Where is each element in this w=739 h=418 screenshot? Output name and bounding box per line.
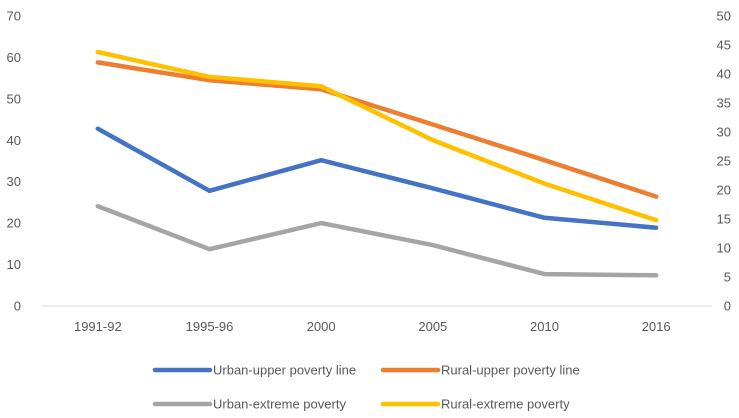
legend-label: Rural-extreme poverty — [441, 397, 570, 412]
left-y-tick-label: 60 — [7, 50, 21, 65]
x-tick-label: 2005 — [418, 319, 447, 334]
right-y-tick-label: 5 — [724, 270, 731, 285]
left-y-axis: 0 10 20 30 40 50 60 70 — [7, 9, 21, 314]
series-lines — [95, 49, 659, 278]
right-y-tick-label: 40 — [717, 67, 731, 82]
right-y-tick-label: 10 — [717, 241, 731, 256]
left-y-tick-label: 40 — [7, 133, 21, 148]
right-y-tick-label: 50 — [717, 9, 731, 24]
series-line-3 — [95, 203, 659, 278]
x-axis: 1991-92 1995-96 2000 2005 2010 2016 — [74, 319, 671, 334]
legend: Urban-upper poverty line Rural-upper pove… — [152, 363, 580, 412]
series-line-1 — [95, 126, 659, 230]
series-line-4 — [95, 49, 659, 223]
x-tick-label: 1991-92 — [74, 319, 122, 334]
left-y-tick-label: 10 — [7, 257, 21, 272]
left-y-tick-label: 50 — [7, 91, 21, 106]
x-tick-label: 1995-96 — [186, 319, 234, 334]
right-y-tick-label: 45 — [717, 38, 731, 53]
right-y-tick-label: 20 — [717, 183, 731, 198]
right-y-axis: 0 5 10 15 20 25 30 35 40 45 50 — [717, 9, 731, 314]
right-y-tick-label: 30 — [717, 125, 731, 140]
legend-label: Urban-extreme poverty — [213, 397, 346, 412]
x-tick-label: 2010 — [530, 319, 559, 334]
legend-label: Rural-upper poverty line — [441, 363, 580, 378]
left-y-tick-label: 30 — [7, 174, 21, 189]
left-y-tick-label: 0 — [14, 299, 21, 314]
right-y-tick-label: 15 — [717, 212, 731, 227]
series-line-2 — [95, 60, 659, 199]
right-y-tick-label: 35 — [717, 96, 731, 111]
x-tick-label: 2000 — [307, 319, 336, 334]
left-y-tick-label: 20 — [7, 216, 21, 231]
left-y-tick-label: 70 — [7, 9, 21, 24]
x-tick-label: 2016 — [642, 319, 671, 334]
right-y-tick-label: 0 — [724, 299, 731, 314]
legend-label: Urban-upper poverty line — [213, 363, 356, 378]
right-y-tick-label: 25 — [717, 154, 731, 169]
